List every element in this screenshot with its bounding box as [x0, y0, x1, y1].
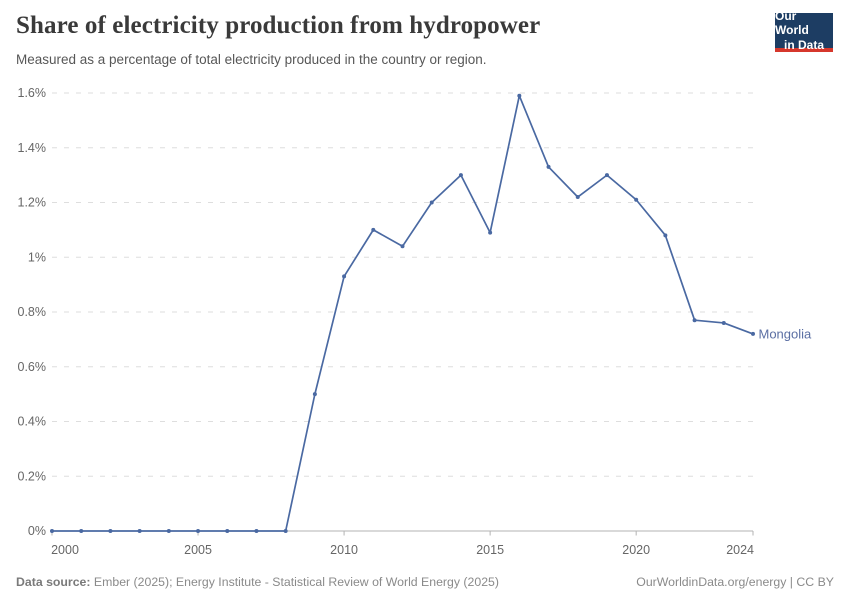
data-point-marker: [254, 529, 259, 533]
owid-logo-line1: Our World: [775, 8, 809, 38]
x-axis-label: 2005: [184, 543, 212, 557]
data-point-marker: [488, 230, 493, 235]
data-point-marker: [604, 173, 609, 178]
data-point-marker: [371, 227, 376, 232]
y-axis-label: 0%: [28, 524, 46, 538]
data-source-text: Ember (2025); Energy Institute - Statist…: [90, 575, 499, 589]
data-point-marker: [663, 233, 668, 238]
data-point-marker: [458, 173, 463, 178]
x-axis-label: 2015: [476, 543, 504, 557]
owid-logo-line2: in Data: [783, 37, 824, 52]
data-point-marker: [751, 331, 755, 336]
data-point-marker: [546, 164, 551, 169]
y-axis-label: 0.4%: [18, 415, 47, 429]
y-axis-label: 0.6%: [18, 360, 47, 374]
x-axis-label: 2010: [330, 543, 358, 557]
data-point-marker: [429, 200, 434, 205]
y-axis-label: 1.4%: [18, 141, 47, 155]
data-point-marker: [692, 318, 697, 323]
data-point-marker: [50, 529, 54, 533]
footer-license-link[interactable]: OurWorldinData.org/energy | CC BY: [636, 575, 834, 589]
chart-footer: Data source: Ember (2025); Energy Instit…: [16, 575, 834, 589]
page-title: Share of electricity production from hyd…: [16, 12, 541, 39]
y-axis-label: 0.2%: [18, 469, 47, 483]
owid-logo: Our World in Data: [775, 9, 833, 52]
data-point-marker: [312, 392, 317, 397]
data-point-marker: [283, 529, 288, 533]
y-axis-label: 1.2%: [18, 196, 47, 210]
chart-subtitle: Measured as a percentage of total electr…: [16, 52, 487, 67]
x-axis-label: 2000: [51, 543, 79, 557]
series-line: [51, 94, 754, 532]
x-axis-label: 2020: [622, 543, 650, 557]
y-axis-label: 1.6%: [18, 86, 47, 100]
y-axis-label: 0.8%: [18, 305, 47, 319]
data-point-marker: [137, 529, 142, 533]
data-point-marker: [196, 529, 201, 533]
data-point-marker: [108, 529, 113, 533]
data-source: Data source: Ember (2025); Energy Instit…: [16, 575, 499, 589]
data-point-marker: [342, 274, 347, 279]
series-label: Mongolia: [759, 326, 813, 341]
data-point-marker: [575, 195, 580, 200]
data-point-marker: [634, 197, 639, 202]
x-axis-label: 2024: [726, 543, 754, 557]
data-point-marker: [79, 529, 84, 533]
data-point-marker: [166, 529, 171, 533]
data-point-marker: [225, 529, 230, 533]
data-source-label: Data source:: [16, 575, 91, 589]
data-point-marker: [721, 320, 726, 325]
y-axis-label: 1%: [28, 250, 46, 264]
data-point-marker: [400, 244, 405, 249]
data-point-marker: [517, 93, 522, 98]
